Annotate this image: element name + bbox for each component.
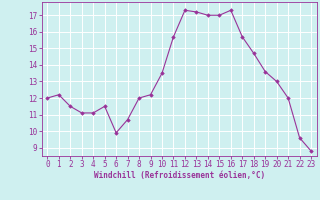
X-axis label: Windchill (Refroidissement éolien,°C): Windchill (Refroidissement éolien,°C) — [94, 171, 265, 180]
